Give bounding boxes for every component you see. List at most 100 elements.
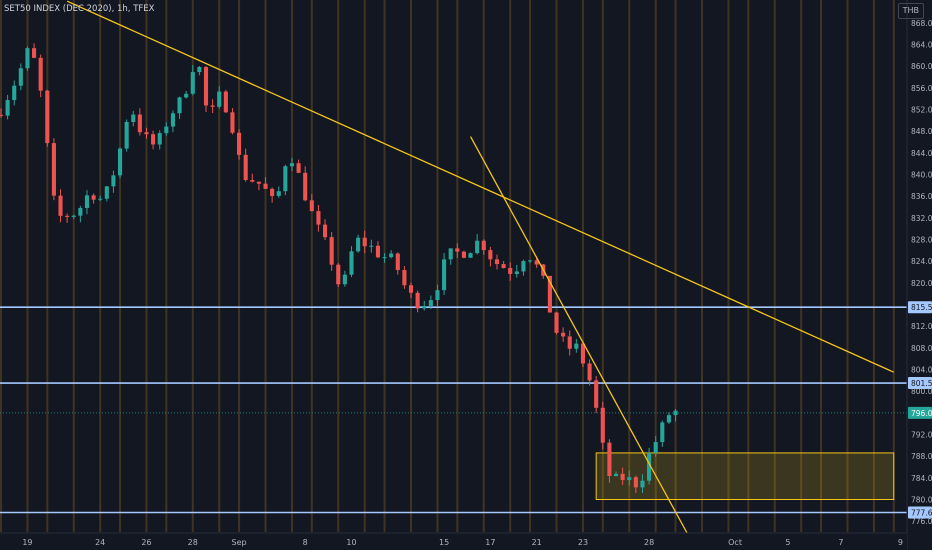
candle	[65, 213, 70, 223]
candle-body	[514, 271, 519, 274]
candle	[283, 164, 288, 196]
candle	[587, 359, 592, 386]
session-stripe	[165, 0, 168, 532]
candle	[164, 122, 169, 136]
candle-body	[131, 114, 136, 123]
candle	[369, 239, 374, 253]
session-stripe	[26, 0, 29, 532]
candle	[12, 80, 17, 106]
candle	[197, 65, 202, 76]
session-stripe	[846, 0, 849, 532]
candle	[18, 63, 23, 91]
candle	[375, 241, 380, 259]
support-zone[interactable]	[595, 452, 895, 500]
candle	[217, 86, 222, 109]
x-tick-label: 7	[838, 538, 843, 547]
candle	[316, 205, 321, 232]
candle	[51, 138, 56, 201]
candle	[461, 250, 466, 259]
candle	[98, 195, 103, 202]
x-tick-label: 28	[188, 538, 198, 547]
candle-body	[342, 274, 347, 285]
candle-body	[32, 48, 37, 58]
x-tick-label: 26	[141, 538, 151, 547]
time-axis[interactable]: 19 24 26 28 Sep 8 10 15 17 21 23 28 Oct 5 7 9	[0, 532, 907, 550]
candle-body	[660, 422, 665, 443]
candle	[91, 193, 96, 204]
candle	[415, 290, 420, 313]
candle-body	[666, 415, 671, 423]
candle	[296, 159, 301, 174]
candle-body	[78, 208, 83, 216]
level-label: 801.5	[911, 379, 932, 388]
candle	[250, 173, 255, 183]
candle	[395, 252, 400, 275]
candle	[111, 170, 116, 193]
candle	[256, 181, 261, 191]
candle-body	[296, 163, 301, 173]
candle-body	[613, 473, 619, 476]
y-tick-label: 780.0	[911, 496, 932, 505]
candle	[0, 108, 4, 118]
y-tick-label: 776.0	[911, 517, 932, 526]
trendlines[interactable]	[66, 0, 895, 549]
candle-body	[203, 67, 209, 106]
session-stripe	[145, 0, 148, 532]
candle-body	[528, 260, 533, 262]
price-axis[interactable]: 868.0 864.0 860.0 856.0 852.0 848.0 844.0 840.0…	[906, 0, 932, 550]
x-tick-label: Sep	[232, 538, 247, 547]
candle-body	[633, 477, 638, 488]
candle-body	[223, 91, 228, 113]
candle	[177, 96, 182, 120]
support-zone-box[interactable]	[595, 452, 895, 500]
horizontal-lines[interactable]	[0, 306, 907, 514]
candle	[322, 219, 328, 241]
candle-body	[627, 477, 632, 481]
candle-body	[289, 163, 295, 167]
candle	[627, 470, 632, 486]
y-tick-label: 784.0	[911, 474, 932, 483]
currency-button[interactable]: THB	[897, 3, 924, 19]
session-stripe	[872, 0, 875, 532]
candle-body	[197, 67, 202, 73]
candle-body	[369, 245, 374, 247]
candle	[303, 166, 308, 202]
candle-body	[184, 93, 189, 98]
candle-body	[607, 442, 612, 476]
x-tick-label: 9	[898, 538, 903, 547]
candle-body	[653, 442, 658, 453]
candle	[276, 186, 281, 198]
candle	[442, 252, 447, 295]
candle-body	[422, 305, 427, 309]
candle	[647, 447, 652, 485]
y-tick-label: 820.0	[911, 279, 932, 288]
level-label-box	[908, 506, 932, 519]
candle	[600, 401, 605, 450]
y-tick-label: 804.0	[911, 366, 932, 375]
y-tick-label: 824.0	[911, 257, 932, 266]
candle	[580, 340, 586, 368]
candle	[38, 54, 43, 98]
candle	[488, 246, 493, 267]
candle	[309, 194, 314, 212]
trendline[interactable]	[469, 136, 696, 549]
candle-body	[51, 143, 56, 196]
candle-body	[488, 250, 493, 260]
candle	[124, 119, 129, 152]
x-tick-label: 28	[644, 538, 654, 547]
y-tick-label: 792.0	[911, 431, 932, 440]
session-stripe	[820, 0, 823, 532]
candle-body	[415, 292, 420, 309]
session-stripe	[727, 0, 730, 532]
session-stripe	[773, 0, 776, 532]
time-axis-background	[0, 533, 907, 550]
candle	[666, 412, 671, 424]
candle	[554, 311, 559, 335]
candle-body	[190, 72, 195, 94]
candle	[32, 43, 37, 59]
trendline[interactable]	[66, 0, 895, 373]
candle-body	[25, 48, 30, 69]
x-tick-label: 23	[578, 538, 588, 547]
